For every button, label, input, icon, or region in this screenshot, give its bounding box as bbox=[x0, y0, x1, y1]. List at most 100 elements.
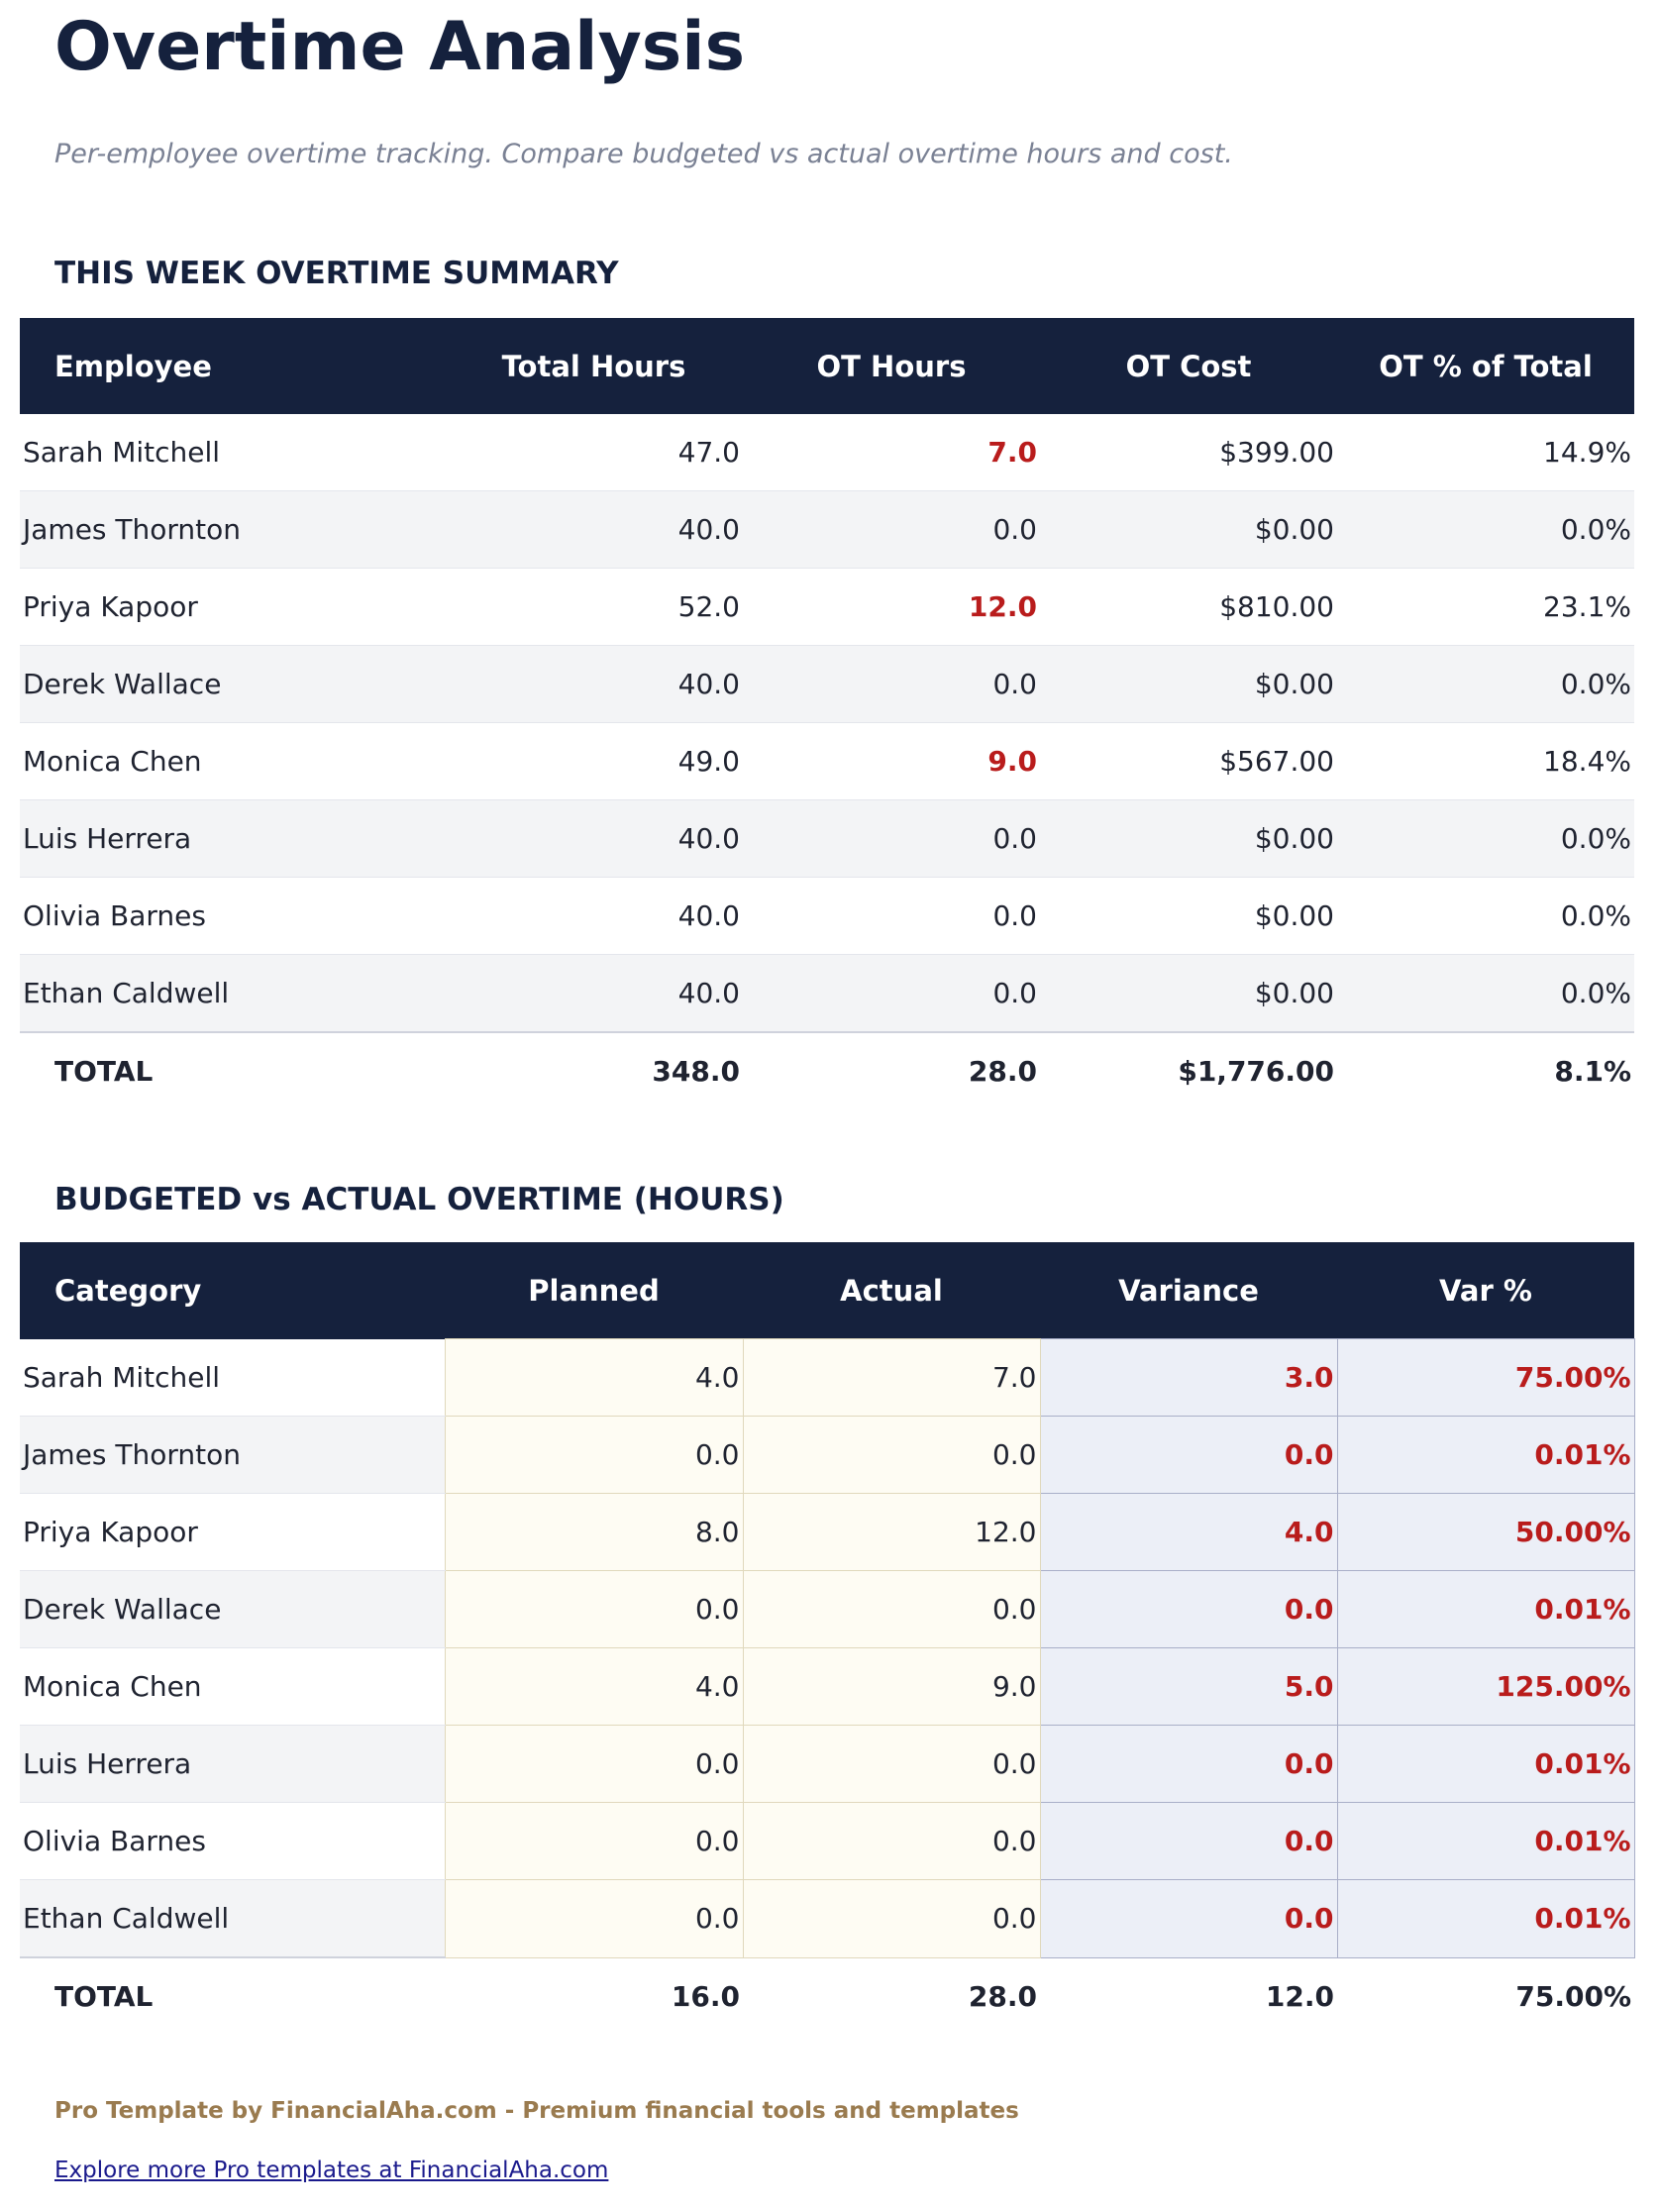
planned-hours: 4.0 bbox=[444, 1647, 744, 1726]
actual-hours: 0.0 bbox=[742, 1802, 1041, 1880]
planned-hours: 0.0 bbox=[444, 1802, 744, 1880]
table-row: Derek Wallace 40.0 0.0 $0.00 0.0% bbox=[20, 645, 1634, 723]
total-hours: 47.0 bbox=[445, 414, 743, 491]
category-name: Ethan Caldwell bbox=[20, 1879, 445, 1958]
planned-hours: 0.0 bbox=[444, 1725, 744, 1803]
actual-hours: 9.0 bbox=[742, 1647, 1041, 1726]
variance-pct: 125.00% bbox=[1336, 1647, 1635, 1726]
total-var-pct: 75.00% bbox=[1515, 1979, 1631, 2013]
ot-hours: 0.0 bbox=[743, 490, 1040, 569]
total-hours: 49.0 bbox=[445, 722, 743, 800]
employee-name: Luis Herrera bbox=[20, 799, 445, 878]
budget-heading: BUDGETED vs ACTUAL OVERTIME (HOURS) bbox=[54, 1182, 784, 1217]
total-variance: 12.0 bbox=[1265, 1979, 1334, 2013]
variance-pct: 0.01% bbox=[1336, 1879, 1635, 1958]
ot-hours: 0.0 bbox=[743, 799, 1040, 878]
category-name: Derek Wallace bbox=[20, 1570, 445, 1648]
column-header-total-hours: Total Hours bbox=[445, 318, 743, 414]
variance: 0.0 bbox=[1039, 1416, 1338, 1494]
category-name: Olivia Barnes bbox=[20, 1802, 445, 1880]
ot-pct: 0.0% bbox=[1337, 799, 1634, 878]
variance-pct: 0.01% bbox=[1336, 1725, 1635, 1803]
total-planned: 16.0 bbox=[671, 1979, 740, 2013]
total-label: TOTAL bbox=[54, 1980, 154, 2013]
total-hours: 52.0 bbox=[445, 568, 743, 646]
variance-pct: 0.01% bbox=[1336, 1416, 1635, 1494]
total-hours: 40.0 bbox=[445, 877, 743, 955]
ot-cost: $567.00 bbox=[1040, 722, 1337, 800]
table-row: Luis Herrera 0.0 0.0 0.0 0.01% bbox=[20, 1725, 1635, 1803]
explore-templates-link[interactable]: Explore more Pro templates at FinancialA… bbox=[54, 2158, 609, 2183]
ot-pct: 0.0% bbox=[1337, 954, 1634, 1033]
variance: 5.0 bbox=[1039, 1647, 1338, 1726]
ot-hours: 0.0 bbox=[743, 877, 1040, 955]
variance-pct: 75.00% bbox=[1336, 1338, 1635, 1417]
actual-hours: 0.0 bbox=[742, 1879, 1041, 1958]
total-hours: 348.0 bbox=[652, 1055, 740, 1088]
table-header-row: Employee Total Hours OT Hours OT Cost OT… bbox=[20, 318, 1634, 414]
summary-heading: THIS WEEK OVERTIME SUMMARY bbox=[54, 256, 619, 291]
column-header-ot-pct: OT % of Total bbox=[1337, 318, 1634, 414]
variance: 0.0 bbox=[1039, 1879, 1338, 1958]
category-name: Luis Herrera bbox=[20, 1725, 445, 1803]
total-row: TOTAL 348.0 28.0 $1,776.00 8.1% bbox=[20, 1032, 1634, 1109]
ot-pct: 0.0% bbox=[1337, 645, 1634, 723]
variance-pct: 0.01% bbox=[1336, 1570, 1635, 1648]
employee-name: Ethan Caldwell bbox=[20, 954, 445, 1033]
actual-hours: 0.0 bbox=[742, 1725, 1041, 1803]
ot-pct: 0.0% bbox=[1337, 490, 1634, 569]
category-name: James Thornton bbox=[20, 1416, 445, 1494]
table-row: Ethan Caldwell 40.0 0.0 $0.00 0.0% bbox=[20, 954, 1634, 1033]
table-row: Monica Chen 4.0 9.0 5.0 125.00% bbox=[20, 1647, 1635, 1726]
employee-name: Derek Wallace bbox=[20, 645, 445, 723]
table-row: Luis Herrera 40.0 0.0 $0.00 0.0% bbox=[20, 799, 1634, 878]
ot-hours: 12.0 bbox=[743, 568, 1040, 646]
employee-name: Priya Kapoor bbox=[20, 568, 445, 646]
ot-pct: 23.1% bbox=[1337, 568, 1634, 646]
total-hours: 40.0 bbox=[445, 954, 743, 1033]
column-header-actual: Actual bbox=[743, 1242, 1040, 1339]
table-row: James Thornton 40.0 0.0 $0.00 0.0% bbox=[20, 490, 1634, 569]
employee-name: Monica Chen bbox=[20, 722, 445, 800]
table-row: Derek Wallace 0.0 0.0 0.0 0.01% bbox=[20, 1570, 1635, 1648]
variance: 0.0 bbox=[1039, 1570, 1338, 1648]
planned-hours: 0.0 bbox=[444, 1879, 744, 1958]
variance: 0.0 bbox=[1039, 1725, 1338, 1803]
ot-hours: 0.0 bbox=[743, 954, 1040, 1033]
table-row: Sarah Mitchell 4.0 7.0 3.0 75.00% bbox=[20, 1338, 1635, 1417]
actual-hours: 0.0 bbox=[742, 1416, 1041, 1494]
ot-hours: 7.0 bbox=[743, 414, 1040, 491]
employee-name: James Thornton bbox=[20, 490, 445, 569]
ot-hours: 9.0 bbox=[743, 722, 1040, 800]
actual-hours: 0.0 bbox=[742, 1570, 1041, 1648]
total-ot-cost: $1,776.00 bbox=[1178, 1055, 1334, 1088]
ot-cost: $810.00 bbox=[1040, 568, 1337, 646]
table-row: Olivia Barnes 0.0 0.0 0.0 0.01% bbox=[20, 1802, 1635, 1880]
category-name: Monica Chen bbox=[20, 1647, 445, 1726]
table-row: Priya Kapoor 8.0 12.0 4.0 50.00% bbox=[20, 1493, 1635, 1571]
planned-hours: 0.0 bbox=[444, 1416, 744, 1494]
category-name: Priya Kapoor bbox=[20, 1493, 445, 1571]
table-row: Monica Chen 49.0 9.0 $567.00 18.4% bbox=[20, 722, 1634, 800]
total-ot-pct: 8.1% bbox=[1554, 1055, 1631, 1088]
column-header-variance: Variance bbox=[1040, 1242, 1337, 1339]
total-hours: 40.0 bbox=[445, 490, 743, 569]
ot-pct: 18.4% bbox=[1337, 722, 1634, 800]
table-row: Ethan Caldwell 0.0 0.0 0.0 0.01% bbox=[20, 1879, 1635, 1958]
table-row: Priya Kapoor 52.0 12.0 $810.00 23.1% bbox=[20, 568, 1634, 646]
page-title: Overtime Analysis bbox=[54, 8, 746, 86]
page-subtitle: Per-employee overtime tracking. Compare … bbox=[54, 139, 1233, 169]
table-row: Sarah Mitchell 47.0 7.0 $399.00 14.9% bbox=[20, 414, 1634, 491]
actual-hours: 12.0 bbox=[742, 1493, 1041, 1571]
variance-pct: 50.00% bbox=[1336, 1493, 1635, 1571]
budget-vs-actual-table: Category Planned Actual Variance Var % S… bbox=[20, 1242, 1635, 2035]
total-hours: 40.0 bbox=[445, 645, 743, 723]
planned-hours: 0.0 bbox=[444, 1570, 744, 1648]
planned-hours: 8.0 bbox=[444, 1493, 744, 1571]
ot-cost: $0.00 bbox=[1040, 490, 1337, 569]
ot-cost: $0.00 bbox=[1040, 877, 1337, 955]
variance: 4.0 bbox=[1039, 1493, 1338, 1571]
total-ot-hours: 28.0 bbox=[968, 1055, 1037, 1088]
variance-pct: 0.01% bbox=[1336, 1802, 1635, 1880]
column-header-ot-cost: OT Cost bbox=[1040, 318, 1337, 414]
